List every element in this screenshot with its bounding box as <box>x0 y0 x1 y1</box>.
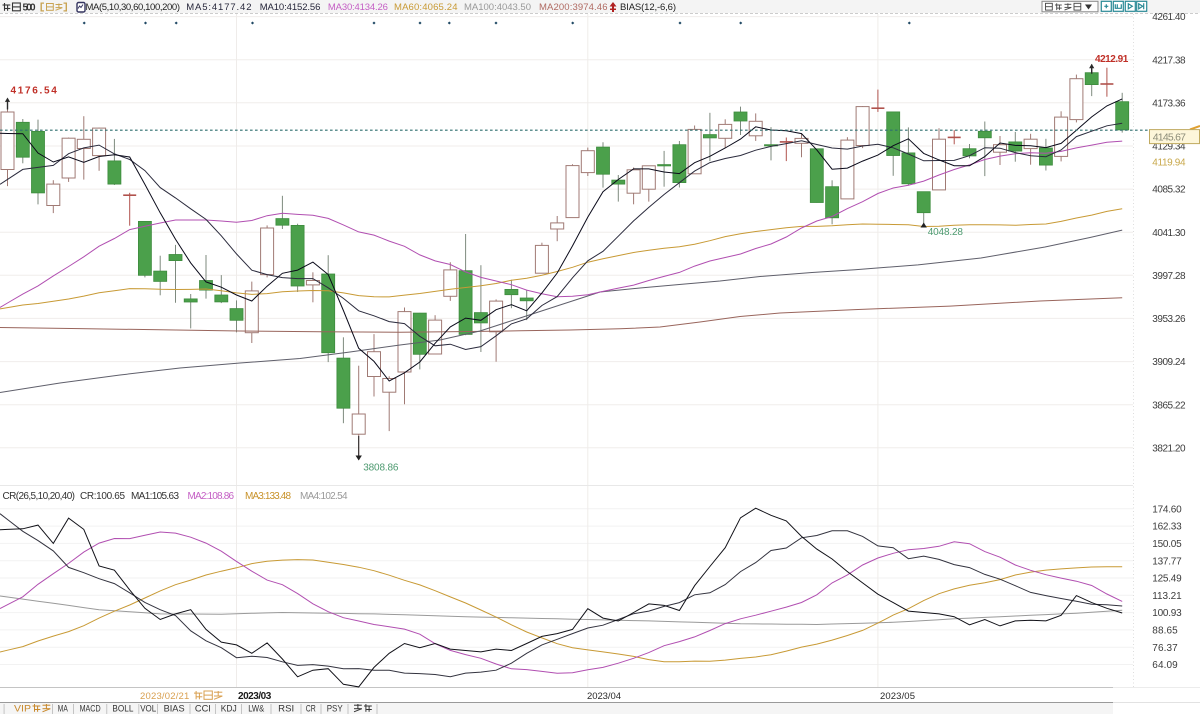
svg-text:150.05: 150.05 <box>1152 539 1182 550</box>
svg-text:174.60: 174.60 <box>1152 504 1182 515</box>
svg-text:MA60:4065.24: MA60:4065.24 <box>394 2 458 13</box>
svg-text:125.49: 125.49 <box>1152 574 1182 585</box>
svg-text:4085.32: 4085.32 <box>1152 185 1186 196</box>
svg-text:137.77: 137.77 <box>1152 556 1182 567</box>
svg-text:88.65: 88.65 <box>1152 626 1178 637</box>
svg-text:113.21: 113.21 <box>1152 591 1182 602</box>
svg-text:100.93: 100.93 <box>1152 608 1182 619</box>
svg-text:MA(5,10,30,60,100,200): MA(5,10,30,60,100,200) <box>86 2 181 13</box>
svg-text:4261.40: 4261.40 <box>1152 12 1186 23</box>
svg-text:4176.54: 4176.54 <box>11 86 58 97</box>
svg-text:2023/04: 2023/04 <box>587 691 621 702</box>
svg-text:RSI: RSI <box>278 704 294 714</box>
svg-text:PSY: PSY <box>327 704 343 714</box>
svg-text:MA2:108.86: MA2:108.86 <box>188 491 235 502</box>
svg-text:BIAS(12,-6,6): BIAS(12,-6,6) <box>620 2 676 13</box>
svg-text:MA200:3974.46: MA200:3974.46 <box>539 2 608 13</box>
svg-text:MA10:4152.56: MA10:4152.56 <box>260 2 321 13</box>
svg-text:3808.86: 3808.86 <box>363 463 399 474</box>
svg-text:VIP: VIP <box>14 704 31 714</box>
svg-text:2023/03: 2023/03 <box>238 691 272 702</box>
svg-text:MACD: MACD <box>80 704 101 714</box>
svg-text:3997.28: 3997.28 <box>1152 271 1186 282</box>
svg-text:MA4:102.54: MA4:102.54 <box>300 491 348 502</box>
svg-text:CCI: CCI <box>195 704 211 714</box>
svg-text:KDJ: KDJ <box>221 704 237 714</box>
svg-text:4048.28: 4048.28 <box>928 227 964 238</box>
svg-text:2023/05: 2023/05 <box>880 691 915 702</box>
svg-text:VOL: VOL <box>140 704 156 714</box>
svg-text:MA30:4134.26: MA30:4134.26 <box>328 2 388 13</box>
svg-text:64.09: 64.09 <box>1152 660 1178 671</box>
svg-text:LW&: LW& <box>248 704 264 714</box>
svg-text:BIAS: BIAS <box>164 704 185 714</box>
svg-text:3909.24: 3909.24 <box>1152 357 1186 368</box>
svg-text:4145.67: 4145.67 <box>1153 131 1186 143</box>
svg-text:CR(26,5,10,20,40): CR(26,5,10,20,40) <box>3 491 76 502</box>
svg-text:MA1:105.63: MA1:105.63 <box>131 491 179 502</box>
svg-text:3865.22: 3865.22 <box>1152 400 1186 411</box>
svg-text:CR:100.65: CR:100.65 <box>80 491 125 502</box>
svg-text:2023/02/21: 2023/02/21 <box>140 691 189 702</box>
svg-text:3821.20: 3821.20 <box>1152 443 1186 454</box>
svg-text:4212.91: 4212.91 <box>1095 54 1129 65</box>
svg-text:3953.26: 3953.26 <box>1152 314 1186 325</box>
svg-text:MA100:4043.50: MA100:4043.50 <box>464 2 531 13</box>
svg-text:BOLL: BOLL <box>112 704 133 714</box>
svg-text:500: 500 <box>23 3 36 14</box>
svg-text:4217.38: 4217.38 <box>1152 55 1186 66</box>
svg-text:4119.94: 4119.94 <box>1152 157 1186 168</box>
svg-text:162.33: 162.33 <box>1152 522 1182 533</box>
svg-text:MA3:133.48: MA3:133.48 <box>245 491 291 502</box>
svg-text:CR: CR <box>306 704 316 714</box>
svg-text:MA5:4177.42: MA5:4177.42 <box>186 2 251 13</box>
svg-text:76.37: 76.37 <box>1152 643 1178 654</box>
svg-text:4041.30: 4041.30 <box>1152 228 1186 239</box>
svg-text:4173.36: 4173.36 <box>1152 98 1186 109</box>
svg-text:MA: MA <box>58 704 68 714</box>
svg-text:4129.34: 4129.34 <box>1152 142 1186 153</box>
